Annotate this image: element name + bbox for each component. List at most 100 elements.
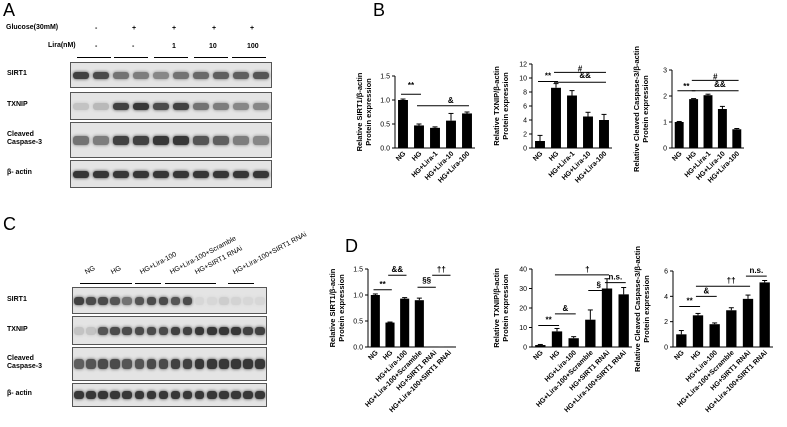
bar-chart: 0 2 4 6 8 10 12 Relative TXNIP/β-actinProtein e…	[492, 62, 612, 185]
bar	[742, 298, 754, 347]
protein-band	[110, 359, 121, 369]
y-axis-label-line: Relative TXNIP/β-actin	[492, 66, 501, 146]
protein-band	[86, 326, 96, 335]
significance-marker: n.s.	[749, 266, 763, 275]
lane-group-line	[232, 57, 266, 58]
lane-group-line	[106, 283, 132, 284]
protein-band	[253, 102, 269, 110]
y-tick-label: 8	[523, 90, 527, 97]
protein-band	[206, 326, 217, 335]
category-label: HG	[548, 150, 561, 163]
protein-band	[98, 391, 108, 399]
protein-band	[173, 102, 189, 110]
y-axis-label-line: Relative SIRT1/β-actin	[328, 268, 337, 347]
y-axis-label-line: Relative SIRT1/β-actin	[355, 72, 364, 151]
protein-band	[122, 359, 133, 369]
bar	[585, 319, 596, 347]
protein-band	[233, 71, 249, 79]
y-axis-label: Relative TXNIP/β-actinProtein expression	[492, 268, 510, 348]
protein-band	[153, 135, 169, 145]
protein-band	[243, 391, 253, 399]
lane-group-line	[194, 57, 228, 58]
bar	[618, 294, 629, 347]
bar	[676, 334, 687, 347]
protein-band	[206, 296, 217, 305]
bar	[444, 346, 454, 348]
y-axis-label-line: Protein expression	[337, 274, 346, 342]
protein-band	[170, 359, 181, 369]
bar	[568, 338, 579, 347]
y-tick-label: 10	[519, 76, 527, 83]
y-tick-label: 4	[523, 118, 527, 125]
protein-band	[193, 170, 209, 178]
y-tick-label: 12	[519, 62, 527, 69]
bar-chart: 0.0 0.5 1.0 1.5 Relative SIRT1/β-actinProtei…	[355, 72, 475, 185]
protein-band	[253, 71, 269, 79]
lane-group-line	[154, 57, 188, 58]
lane-group-line	[135, 283, 161, 284]
protein-band	[73, 170, 89, 178]
significance-marker: &	[703, 286, 709, 295]
lira-sign: 10	[209, 43, 217, 50]
protein-band	[133, 170, 149, 178]
bar	[400, 298, 410, 347]
y-tick-label: 0	[523, 345, 527, 352]
lane-group-line	[80, 283, 106, 284]
bar	[689, 99, 699, 148]
protein-band	[194, 326, 205, 335]
protein-band	[98, 296, 108, 305]
protein-band	[74, 296, 84, 305]
protein-band	[255, 326, 265, 335]
protein-band	[182, 296, 193, 305]
significance-marker: §§	[422, 276, 431, 285]
sirt1-label-a: SIRT1	[7, 70, 27, 77]
bar	[551, 87, 561, 148]
y-axis-label-line: Relative TXNIP/β-actin	[492, 268, 501, 348]
category-label: NG	[395, 150, 408, 163]
protein-band	[243, 326, 253, 335]
category-label: NG	[367, 349, 380, 362]
significance-marker: **	[687, 296, 694, 305]
protein-band	[93, 102, 109, 110]
protein-band	[158, 296, 169, 305]
protein-band	[74, 326, 84, 335]
category-label: NG	[532, 150, 545, 163]
panel-letter-c: C	[3, 214, 16, 234]
bar	[692, 315, 704, 347]
bar	[429, 346, 439, 348]
bar	[414, 125, 424, 148]
caspase3-label-c: Cleaved Caspase-3	[7, 355, 43, 370]
bar	[398, 100, 408, 148]
y-tick-label: 6	[664, 269, 668, 276]
protein-band	[213, 71, 229, 79]
panel-letter-b: B	[373, 0, 386, 20]
protein-band	[158, 326, 169, 335]
y-tick-label: 2	[523, 132, 527, 139]
protein-band	[113, 170, 129, 178]
significance-marker: **	[545, 72, 552, 81]
y-axis-label-line: Protein expression	[501, 72, 510, 140]
protein-band	[243, 359, 253, 369]
bar	[703, 95, 713, 148]
category-label: NG	[532, 349, 545, 362]
glucose-sign: +	[132, 25, 137, 32]
panel-letter-a: A	[3, 0, 16, 20]
y-tick-label: 0.0	[380, 146, 390, 153]
y-tick-label: 0.5	[353, 319, 363, 326]
protein-band	[73, 71, 89, 79]
sirt1-blot-c	[72, 287, 267, 314]
y-tick-label: 30	[519, 286, 527, 293]
protein-band	[146, 359, 157, 369]
protein-band	[213, 135, 229, 145]
significance-marker: **	[683, 82, 690, 91]
y-tick-label: 2	[664, 319, 668, 326]
protein-band	[113, 102, 129, 110]
protein-band	[255, 359, 265, 369]
y-axis-label: Relative SIRT1/β-actinProtein expression	[355, 72, 373, 151]
protein-band	[133, 102, 149, 110]
protein-band	[122, 326, 133, 335]
category-label: HG	[411, 150, 424, 163]
bar	[759, 282, 770, 347]
protein-band	[231, 326, 241, 335]
